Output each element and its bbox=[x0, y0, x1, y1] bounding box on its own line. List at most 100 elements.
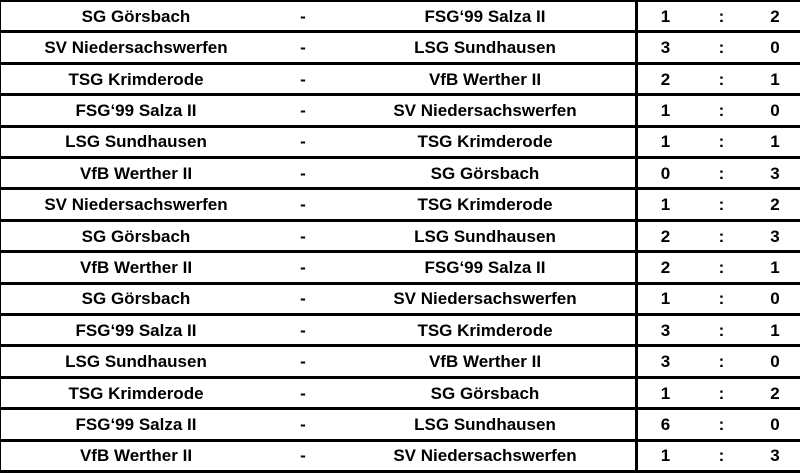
away-score: 0 bbox=[770, 352, 780, 372]
score-separator: : bbox=[718, 257, 725, 277]
match-row: SG Görsbach - FSG‘99 Salza II 1: 2 bbox=[1, 2, 800, 31]
score-separator: : bbox=[718, 38, 725, 58]
home-team-name: SG Görsbach bbox=[81, 6, 191, 26]
match-row: SV Niedersachswerfen - TSG Krimderode 1: 2 bbox=[1, 187, 800, 219]
away-score: 1 bbox=[770, 257, 780, 277]
away-team-name: VfB Werther II bbox=[428, 352, 542, 372]
match-row: LSG Sundhausen - VfB Werther II 3: 0 bbox=[1, 344, 800, 376]
team-separator: - bbox=[300, 38, 306, 58]
home-score: 3 bbox=[635, 347, 693, 376]
home-score: 6 bbox=[635, 410, 693, 439]
away-team-name: SV Niedersachswerfen bbox=[393, 100, 577, 120]
home-score: 3 bbox=[635, 316, 693, 345]
score-separator: : bbox=[718, 414, 725, 434]
home-score: 1 bbox=[635, 127, 693, 157]
home-team-name: SV Niedersachswerfen bbox=[44, 195, 228, 215]
home-team-name: SV Niedersachswerfen bbox=[44, 38, 228, 58]
away-score: 3 bbox=[770, 446, 780, 466]
match-row: SG Görsbach - SV Niedersachswerfen 1: 0 bbox=[1, 281, 800, 314]
home-team-name: SG Görsbach bbox=[81, 226, 191, 246]
home-team-name: VfB Werther II bbox=[79, 257, 193, 277]
score-separator: : bbox=[718, 195, 725, 215]
team-separator: - bbox=[300, 320, 306, 340]
score-separator: : bbox=[718, 352, 725, 372]
team-separator: - bbox=[300, 289, 306, 309]
away-score: 3 bbox=[770, 226, 780, 246]
team-separator: - bbox=[300, 383, 306, 403]
home-team-name: LSG Sundhausen bbox=[65, 352, 207, 372]
home-score: 1 bbox=[635, 441, 693, 470]
home-team-name: FSG‘99 Salza II bbox=[75, 320, 197, 340]
score-separator: : bbox=[718, 132, 725, 152]
away-score: 2 bbox=[770, 195, 780, 215]
home-team-name: SG Görsbach bbox=[81, 289, 191, 309]
team-separator: - bbox=[300, 100, 306, 120]
away-score: 2 bbox=[770, 383, 780, 403]
match-row: TSG Krimderode - SG Görsbach 1: 2 bbox=[1, 375, 800, 408]
home-score: 1 bbox=[635, 190, 693, 219]
away-score: 0 bbox=[770, 38, 780, 58]
score-separator: : bbox=[718, 69, 725, 89]
team-separator: - bbox=[300, 257, 306, 277]
team-separator: - bbox=[300, 132, 306, 152]
away-score: 3 bbox=[770, 163, 780, 183]
score-separator: : bbox=[718, 163, 725, 183]
team-separator: - bbox=[300, 6, 306, 26]
home-team-name: TSG Krimderode bbox=[68, 69, 204, 89]
home-team-name: VfB Werther II bbox=[79, 163, 193, 183]
score-separator: : bbox=[718, 289, 725, 309]
team-separator: - bbox=[300, 446, 306, 466]
away-team-name: TSG Krimderode bbox=[417, 195, 553, 215]
match-row: SG Görsbach - LSG Sundhausen 2: 3 bbox=[1, 218, 800, 251]
home-score: 1 bbox=[635, 284, 693, 314]
score-separator: : bbox=[718, 226, 725, 246]
away-score: 0 bbox=[770, 289, 780, 309]
away-score: 1 bbox=[770, 69, 780, 89]
away-score: 0 bbox=[770, 100, 780, 120]
team-separator: - bbox=[300, 414, 306, 434]
away-team-name: LSG Sundhausen bbox=[414, 226, 556, 246]
home-score: 2 bbox=[635, 221, 693, 251]
home-score: 1 bbox=[635, 96, 693, 125]
score-separator: : bbox=[718, 6, 725, 26]
team-separator: - bbox=[300, 226, 306, 246]
away-team-name: VfB Werther II bbox=[428, 69, 542, 89]
away-team-name: TSG Krimderode bbox=[417, 320, 553, 340]
match-row: TSG Krimderode - VfB Werther II 2: 1 bbox=[1, 61, 800, 94]
score-separator: : bbox=[718, 446, 725, 466]
match-row: FSG‘99 Salza II - LSG Sundhausen 6: 0 bbox=[1, 407, 800, 439]
match-row: LSG Sundhausen - TSG Krimderode 1: 1 bbox=[1, 124, 800, 157]
away-team-name: LSG Sundhausen bbox=[414, 414, 556, 434]
away-team-name: SV Niedersachswerfen bbox=[393, 289, 577, 309]
away-team-name: FSG‘99 Salza II bbox=[424, 257, 546, 277]
home-score: 1 bbox=[635, 2, 693, 31]
home-team-name: LSG Sundhausen bbox=[65, 132, 207, 152]
away-score: 1 bbox=[770, 132, 780, 152]
team-separator: - bbox=[300, 69, 306, 89]
away-team-name: FSG‘99 Salza II bbox=[424, 6, 546, 26]
away-score: 2 bbox=[770, 6, 780, 26]
team-separator: - bbox=[300, 352, 306, 372]
match-row: VfB Werther II - SV Niedersachswerfen 1: 3 bbox=[1, 438, 800, 470]
home-team-name: FSG‘99 Salza II bbox=[75, 100, 197, 120]
away-team-name: TSG Krimderode bbox=[417, 132, 553, 152]
match-row: FSG‘99 Salza II - TSG Krimderode 3: 1 bbox=[1, 313, 800, 345]
score-separator: : bbox=[718, 320, 725, 340]
home-team-name: FSG‘99 Salza II bbox=[75, 414, 197, 434]
match-row: VfB Werther II - SG Görsbach 0: 3 bbox=[1, 156, 800, 188]
home-team-name: TSG Krimderode bbox=[68, 383, 204, 403]
away-score: 0 bbox=[770, 414, 780, 434]
score-separator: : bbox=[718, 100, 725, 120]
home-score: 2 bbox=[635, 253, 693, 282]
home-score: 2 bbox=[635, 64, 693, 94]
team-separator: - bbox=[300, 163, 306, 183]
away-team-name: SG Görsbach bbox=[430, 163, 540, 183]
away-team-name: SV Niedersachswerfen bbox=[393, 446, 577, 466]
home-score: 0 bbox=[635, 159, 693, 188]
score-separator: : bbox=[718, 383, 725, 403]
away-team-name: LSG Sundhausen bbox=[414, 38, 556, 58]
home-score: 3 bbox=[635, 33, 693, 62]
home-team-name: VfB Werther II bbox=[79, 446, 193, 466]
team-separator: - bbox=[300, 195, 306, 215]
